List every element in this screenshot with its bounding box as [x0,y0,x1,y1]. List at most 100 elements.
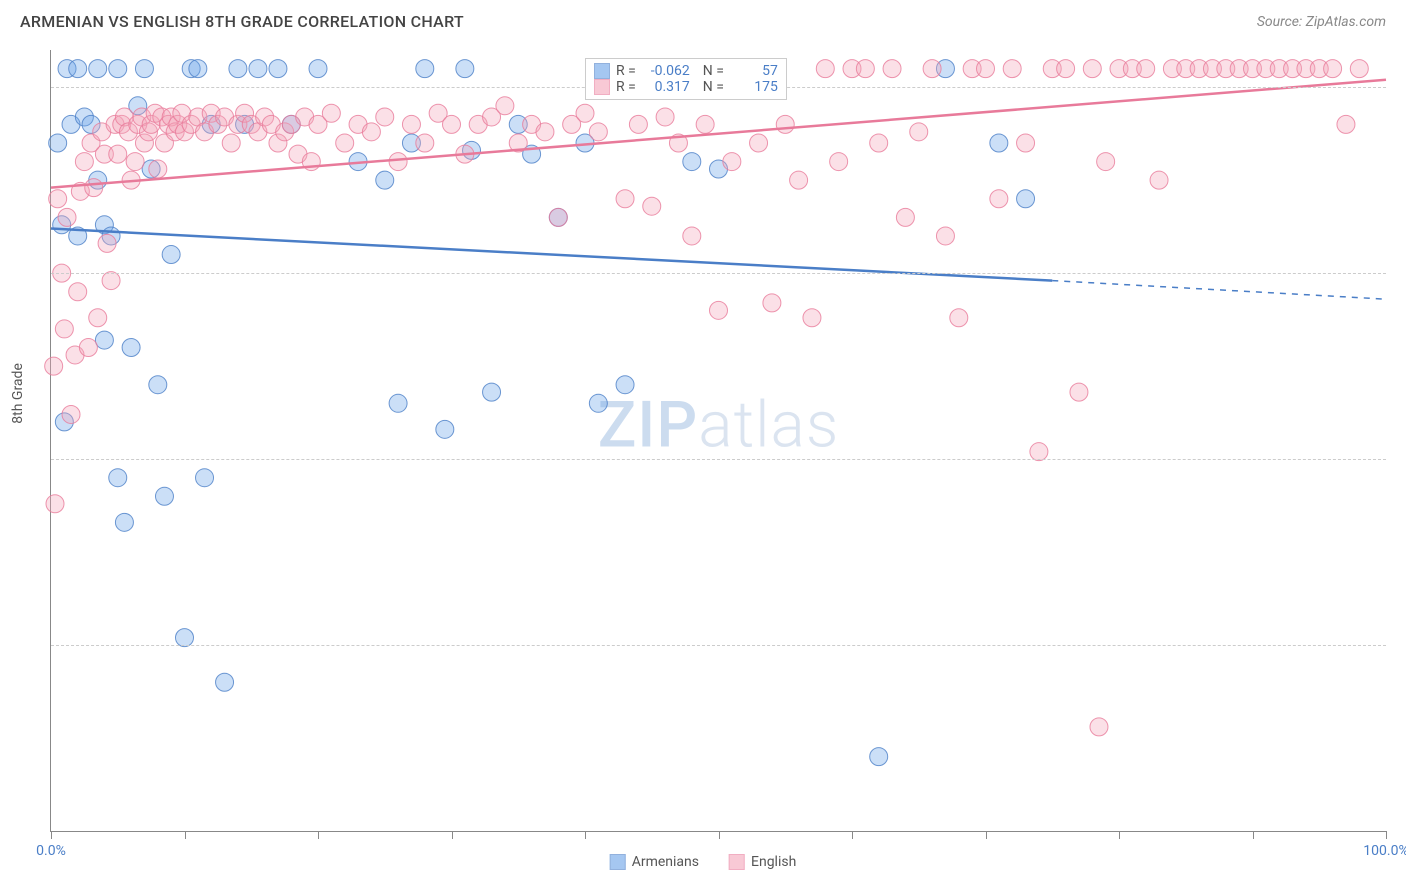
scatter-point [98,234,116,252]
scatter-point [830,153,848,171]
legend-swatch [594,63,610,79]
scatter-point [126,153,144,171]
scatter-point [896,208,914,226]
xtick [452,831,453,839]
legend-row: R =-0.062 N =57 [594,63,778,79]
scatter-point [109,60,127,78]
scatter-point [58,208,76,226]
scatter-point [189,60,207,78]
legend-row: R =0.317 N =175 [594,79,778,95]
scatter-point [416,60,434,78]
scatter-point [856,60,874,78]
scatter-point [149,376,167,394]
scatter-point [62,405,80,423]
scatter-point [923,60,941,78]
ytick-label: 100.0% [1396,79,1406,95]
scatter-point [977,60,995,78]
scatter-point [883,60,901,78]
scatter-point [122,339,140,357]
source-label: Source: ZipAtlas.com [1257,14,1386,30]
scatter-point [643,197,661,215]
scatter-point [79,339,97,357]
scatter-point [750,134,768,152]
scatter-point [1337,115,1355,133]
scatter-point [589,123,607,141]
scatter-point [149,160,167,178]
gridline [51,459,1386,460]
legend-n-label: N = [696,63,724,79]
xtick [585,831,586,839]
legend-n-label: N = [696,79,724,95]
scatter-point [109,145,127,163]
xtick [852,831,853,839]
scatter-point [990,134,1008,152]
scatter-svg [51,50,1386,831]
scatter-point [696,115,714,133]
legend-swatch [729,854,745,870]
scatter-point [549,208,567,226]
scatter-point [763,294,781,312]
xtick [1119,831,1120,839]
scatter-point [483,383,501,401]
scatter-point [1097,153,1115,171]
scatter-point [89,309,107,327]
scatter-point [1003,60,1021,78]
scatter-point [683,227,701,245]
ytick-label: 95.0% [1396,265,1406,281]
scatter-point [85,179,103,197]
scatter-point [616,190,634,208]
scatter-point [376,108,394,126]
scatter-point [1070,383,1088,401]
scatter-point [55,320,73,338]
scatter-point [102,272,120,290]
scatter-point [45,357,63,375]
scatter-point [803,309,821,327]
legend-r-label: R = [616,63,636,79]
scatter-point [376,171,394,189]
scatter-point [910,123,928,141]
scatter-point [95,331,113,349]
legend-r-value: 0.317 [642,79,690,95]
scatter-point [616,376,634,394]
scatter-point [776,115,794,133]
scatter-point [362,123,380,141]
scatter-point [576,104,594,122]
scatter-point [389,153,407,171]
legend-n-value: 175 [730,79,778,95]
y-axis-label: 8th Grade [10,363,26,424]
xtick-label: 0.0% [36,843,66,859]
scatter-point [216,673,234,691]
scatter-point [109,469,127,487]
scatter-point [1090,718,1108,736]
trend-line-extrapolated [1052,281,1386,300]
scatter-point [710,301,728,319]
xtick-label: 100.0% [1363,843,1406,859]
xtick [986,831,987,839]
scatter-point [176,629,194,647]
gridline [51,645,1386,646]
scatter-point [683,153,701,171]
scatter-point [1030,443,1048,461]
scatter-point [589,394,607,412]
scatter-point [269,60,287,78]
gridline [51,273,1386,274]
scatter-point [389,394,407,412]
scatter-point [723,153,741,171]
scatter-point [1150,171,1168,189]
scatter-point [69,283,87,301]
scatter-point [69,60,87,78]
scatter-point [402,115,420,133]
xtick [318,831,319,839]
scatter-point [870,134,888,152]
scatter-point [49,134,67,152]
scatter-point [536,123,554,141]
scatter-point [75,153,93,171]
scatter-point [1057,60,1075,78]
scatter-point [990,190,1008,208]
scatter-point [443,115,461,133]
scatter-point [46,495,64,513]
scatter-point [936,227,954,245]
xtick [51,831,52,839]
scatter-point [1083,60,1101,78]
scatter-point [1137,60,1155,78]
